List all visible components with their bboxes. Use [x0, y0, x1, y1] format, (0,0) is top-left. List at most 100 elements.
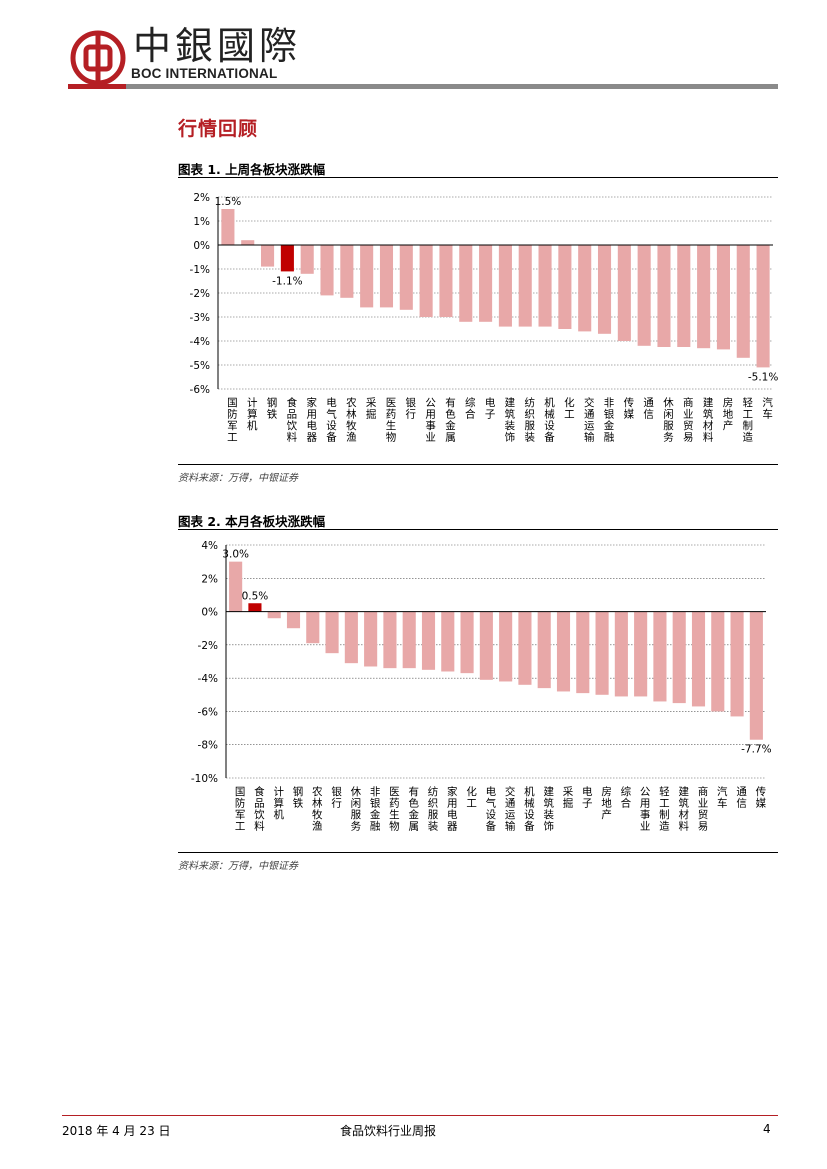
- bar-医药生物: [379, 245, 394, 308]
- x-tick-label: 钢铁: [292, 785, 304, 809]
- bar-农林牧渔: [306, 611, 320, 644]
- x-tick-label: 公用事业: [639, 786, 651, 832]
- bar-建筑装饰: [537, 611, 551, 689]
- x-tick-label: 家用电器: [305, 396, 317, 443]
- bar-通信: [637, 245, 651, 346]
- x-tick-label: 通信: [735, 786, 747, 809]
- bar-家用电器: [441, 611, 455, 672]
- x-tick-label: 银行: [404, 396, 416, 420]
- bar-机械设备: [518, 611, 532, 685]
- bar-纺织服装: [518, 245, 532, 327]
- bar-非银金融: [597, 245, 612, 334]
- x-tick-label: 商业贸易: [697, 785, 709, 832]
- footer-date: 2018 年 4 月 23 日: [62, 1124, 171, 1138]
- bar-农林牧渔: [340, 245, 354, 298]
- x-tick-label: 电子: [581, 785, 593, 809]
- x-tick-label: 房地产: [600, 785, 612, 820]
- bar-银行: [325, 611, 339, 654]
- x-tick-label: 电气设备: [484, 785, 496, 832]
- bar-建筑材料: [672, 611, 686, 704]
- bar-家用电器: [300, 245, 314, 274]
- figure2-bar-chart: 4% 2% 0% -2% -4% -6% -8% -10% 国防军工 食品饮料 计算机 钢铁 农林牧渔银…: [191, 540, 772, 832]
- x-tick-label: 电子: [484, 396, 496, 420]
- x-tick-label: 国防军工: [234, 786, 246, 832]
- x-tick-label: 银行: [330, 785, 342, 809]
- boc-logo-icon: [70, 30, 126, 86]
- x-tick-label: 纺织服装: [427, 785, 439, 832]
- footer-rule: [62, 1115, 778, 1116]
- bar-银行: [399, 245, 413, 310]
- bar-钢铁: [261, 245, 275, 267]
- x-tick-label: 有色金属: [444, 396, 456, 443]
- bar-非银金融: [364, 611, 378, 667]
- x-tick-label: 交通运输: [583, 396, 595, 443]
- y-tick-label: 0%: [201, 607, 218, 619]
- y-tick-label: -5%: [190, 360, 210, 372]
- bar-化工: [558, 245, 572, 329]
- y-tick-label: 1%: [193, 216, 210, 228]
- data-label: 3.0%: [222, 549, 249, 561]
- bar-采掘: [556, 611, 571, 692]
- bar-商业贸易: [691, 611, 706, 707]
- x-tick-label: 食品饮料: [253, 785, 265, 832]
- y-tick-label: 0%: [193, 240, 210, 252]
- bar-通信: [730, 611, 744, 717]
- data-label: -7.7%: [741, 744, 771, 756]
- bar-国防军工: [221, 209, 235, 245]
- data-label: -5.1%: [748, 371, 778, 383]
- y-tick-label: -6%: [198, 706, 218, 718]
- x-tick-label: 传媒: [622, 397, 634, 420]
- bar-国防军工: [229, 561, 243, 612]
- x-tick-label: 轻工制造: [658, 785, 670, 832]
- bar-计算机: [267, 611, 281, 619]
- header-rule-accent: [68, 84, 126, 89]
- x-tick-label: 机械设备: [543, 396, 555, 443]
- x-tick-label: 钢铁: [266, 396, 278, 420]
- x-tick-label: 机械设备: [523, 785, 535, 832]
- bar-公用事业: [634, 611, 648, 697]
- data-label: 1.5%: [215, 196, 242, 208]
- y-tick-label: 2%: [201, 573, 218, 585]
- bar-医药生物: [383, 611, 397, 669]
- bar-公用事业: [419, 245, 433, 317]
- bar-采掘: [360, 245, 374, 308]
- x-tick-label: 家用电器: [446, 785, 458, 832]
- x-tick-label: 纺织服装: [523, 396, 535, 443]
- bar-商业贸易: [677, 245, 691, 347]
- brand-name-cn: 中銀國際: [133, 24, 302, 68]
- bar-休闲服务: [657, 245, 671, 347]
- x-tick-label: 农林牧渔: [311, 785, 323, 832]
- y-tick-label: -4%: [190, 336, 210, 348]
- x-tick-label: 食品饮料: [285, 396, 297, 443]
- bar-汽车: [756, 245, 770, 368]
- bar-房地产: [716, 245, 730, 350]
- bar-计算机: [241, 240, 255, 245]
- x-tick-label: 化工: [563, 396, 575, 420]
- x-tick-label: 采掘: [365, 397, 377, 420]
- y-tick-label: -10%: [191, 773, 218, 785]
- figure2-top-rule: [178, 529, 778, 530]
- bar-钢铁: [286, 611, 301, 629]
- bar-电气设备: [479, 611, 493, 680]
- bar-有色金属: [402, 611, 416, 669]
- section-title: 行情回顾: [178, 118, 259, 140]
- x-tick-label: 汽车: [761, 396, 773, 420]
- x-tick-label: 通信: [642, 397, 654, 420]
- brand-name-en: BOC INTERNATIONAL: [131, 66, 278, 81]
- x-tick-label: 计算机: [272, 785, 284, 820]
- figure2-source: 资料来源：万得，中银证券: [178, 861, 298, 872]
- bar-电子: [479, 245, 493, 322]
- x-tick-label: 非银金融: [603, 397, 615, 443]
- x-tick-label: 休闲服务: [349, 786, 361, 832]
- bar-房地产: [595, 611, 609, 695]
- bar-综合: [459, 245, 473, 322]
- figure2-bottom-rule: [178, 852, 778, 853]
- bar-传媒: [617, 245, 631, 341]
- x-tick-label: 建筑材料: [702, 396, 714, 443]
- x-tick-label: 计算机: [246, 396, 258, 431]
- bar-纺织服装: [421, 611, 436, 670]
- y-tick-label: -6%: [190, 384, 210, 396]
- x-tick-label: 交通运输: [504, 785, 516, 832]
- x-tick-label: 轻工制造: [741, 396, 753, 443]
- bar-轻工制造: [736, 245, 750, 358]
